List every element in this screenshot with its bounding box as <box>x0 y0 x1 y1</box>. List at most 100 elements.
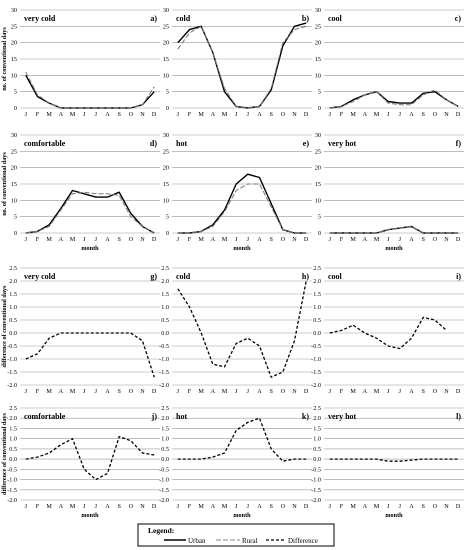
y-tick-label: 0 <box>166 105 169 112</box>
x-tick-label: M <box>70 236 76 243</box>
y-tick-label: 1.0 <box>161 436 169 443</box>
x-tick-label: A <box>257 111 262 118</box>
y-axis-label: no. of conventional days <box>1 27 8 91</box>
x-tick-label: J <box>235 111 238 118</box>
x-axis-label: month <box>385 245 403 252</box>
y-tick-label: -1.5 <box>311 369 321 376</box>
series-line-difference <box>329 458 459 462</box>
x-tick-label: J <box>177 503 180 510</box>
y-tick-label: -1.0 <box>311 356 321 363</box>
y-tick-label: 1.0 <box>313 304 321 311</box>
x-tick-label: M <box>46 388 52 395</box>
panel-letter: k) <box>302 412 309 421</box>
x-tick-label: S <box>269 236 273 243</box>
x-tick-label: A <box>409 388 414 395</box>
y-tick-label: 25 <box>315 23 321 30</box>
y-tick-label: 15 <box>163 56 169 63</box>
series-line-rural <box>329 89 459 109</box>
x-tick-label: J <box>235 503 238 510</box>
y-tick-label: 0.0 <box>313 330 321 337</box>
x-tick-label: M <box>222 388 228 395</box>
x-tick-label: J <box>83 236 86 243</box>
x-tick-label: D <box>304 388 309 395</box>
y-tick-label: 20 <box>163 40 169 47</box>
x-tick-label: J <box>95 503 98 510</box>
y-tick-label: 1.5 <box>9 425 17 432</box>
series-line-urban <box>25 189 155 234</box>
x-tick-label: F <box>188 111 192 118</box>
panel-letter: g) <box>150 272 157 281</box>
x-tick-label: O <box>129 236 134 243</box>
x-tick-label: F <box>188 236 192 243</box>
y-tick-label: 2.0 <box>9 278 17 285</box>
x-tick-label: D <box>152 503 157 510</box>
y-tick-label: 1.5 <box>9 291 17 298</box>
x-tick-label: N <box>444 388 449 395</box>
panel-letter: b) <box>302 14 309 23</box>
x-tick-label: O <box>129 111 134 118</box>
x-tick-label: O <box>129 388 134 395</box>
y-axis-label: difference of conventional days <box>1 285 8 367</box>
panel-letter: j) <box>151 412 158 421</box>
x-tick-label: N <box>444 111 449 118</box>
panel-title: very hot <box>328 412 357 421</box>
panel-g: -2.0-1.5-1.0-0.50.00.51.01.52.02.5J F M A M J… <box>1 265 160 395</box>
x-tick-label: A <box>105 503 110 510</box>
panel-i: -2.0-1.5-1.0-0.50.00.51.01.52.02.5J F M A M J… <box>311 265 464 395</box>
x-tick-label: J <box>387 503 390 510</box>
panel-letter: d) <box>150 139 157 148</box>
x-tick-label: D <box>456 111 461 118</box>
y-tick-label: 15 <box>315 181 321 188</box>
y-tick-label: 30 <box>163 132 169 139</box>
x-tick-label: S <box>269 388 273 395</box>
x-tick-label: N <box>140 236 145 243</box>
x-tick-label: O <box>433 236 438 243</box>
y-tick-label: 0.5 <box>161 317 169 324</box>
panel-letter: e) <box>303 139 310 148</box>
x-tick-label: N <box>444 503 449 510</box>
y-tick-label: 0.0 <box>9 456 17 463</box>
x-tick-label: J <box>387 388 390 395</box>
y-tick-label: -1.5 <box>7 487 17 494</box>
x-tick-label: S <box>269 111 273 118</box>
y-tick-label: 25 <box>11 148 17 155</box>
x-tick-label: J <box>95 111 98 118</box>
series-line-difference <box>25 435 155 481</box>
x-tick-label: M <box>46 111 52 118</box>
y-tick-label: 0 <box>318 105 321 112</box>
x-tick-label: F <box>36 111 40 118</box>
y-tick-label: 1.5 <box>313 291 321 298</box>
x-tick-label: M <box>374 388 380 395</box>
x-axis-label: month <box>81 512 99 519</box>
series-line-rural <box>25 71 155 109</box>
y-tick-label: 5 <box>166 89 169 96</box>
legend-difference-label: Difference <box>288 537 318 545</box>
y-tick-label: 30 <box>11 132 17 139</box>
x-tick-label: S <box>421 111 425 118</box>
x-tick-label: S <box>269 503 273 510</box>
x-tick-label: A <box>257 503 262 510</box>
y-tick-label: 10 <box>163 197 169 204</box>
x-tick-label: S <box>421 236 425 243</box>
x-tick-label: S <box>117 236 121 243</box>
panel-letter: h) <box>302 272 309 281</box>
panel-title: very cold <box>24 272 56 281</box>
x-tick-label: J <box>399 388 402 395</box>
legend: Legend: Urban Rural Difference <box>137 523 335 547</box>
x-tick-label: A <box>59 388 64 395</box>
x-tick-label: J <box>399 111 402 118</box>
x-tick-label: F <box>36 236 40 243</box>
x-tick-label: N <box>292 503 297 510</box>
y-tick-label: -1.0 <box>159 477 169 484</box>
y-tick-label: 1.5 <box>161 425 169 432</box>
panel-title: very hot <box>328 139 357 148</box>
y-tick-label: 0.5 <box>9 317 17 324</box>
x-tick-label: N <box>140 503 145 510</box>
y-tick-label: 1.5 <box>161 291 169 298</box>
x-tick-label: M <box>198 503 204 510</box>
x-tick-label: N <box>444 236 449 243</box>
x-tick-label: M <box>222 111 228 118</box>
